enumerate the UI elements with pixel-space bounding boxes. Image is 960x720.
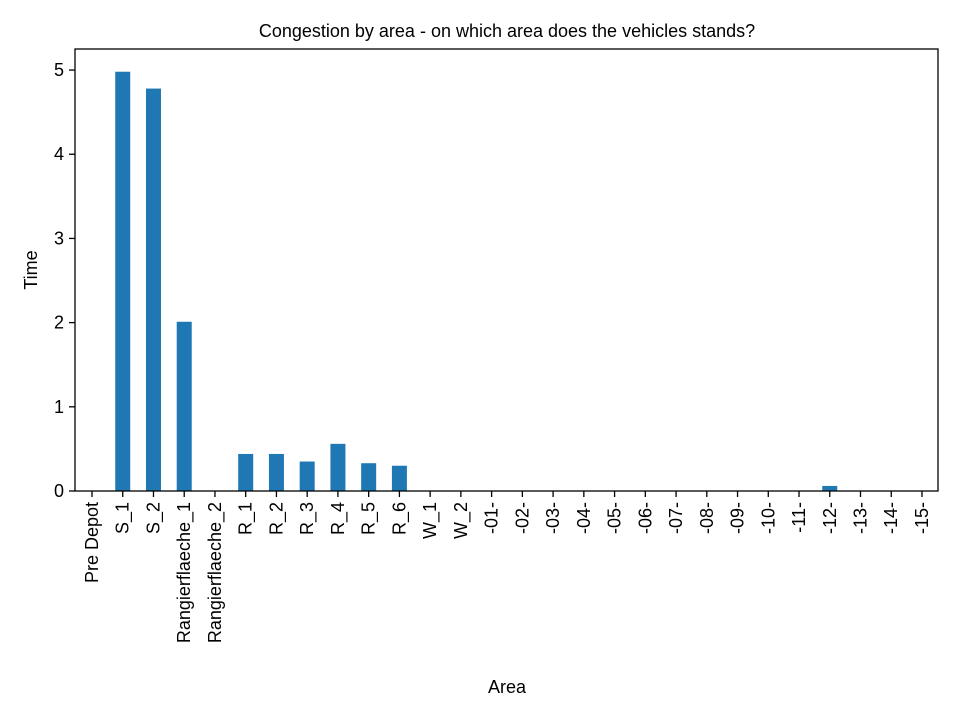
x-tick-label: -01- (482, 502, 502, 534)
x-tick-label: R_4 (328, 502, 349, 535)
x-tick-label: -10- (758, 502, 778, 534)
x-tick-label: -12- (820, 502, 840, 534)
bar-R_6 (391, 465, 407, 491)
x-tick-label: W_2 (451, 502, 472, 539)
plot-frame (74, 48, 939, 492)
y-tick-label: 2 (54, 313, 64, 333)
chart-title: Congestion by area - on which area does … (259, 21, 755, 41)
x-tick-label: W_1 (420, 502, 441, 539)
x-tick-label: R_2 (266, 502, 287, 535)
bar-R_1 (238, 453, 254, 491)
bar-R_4 (330, 443, 346, 491)
x-tick-label: -03- (543, 502, 563, 534)
x-tick-label: R_5 (359, 502, 380, 535)
y-tick-label: 5 (54, 60, 64, 80)
x-tick-label: -02- (512, 502, 532, 534)
bar-S_1 (115, 71, 131, 491)
bar-R_5 (361, 463, 377, 491)
bar-Rangierflaeche_1 (176, 321, 192, 491)
x-tick-label: -14- (881, 502, 901, 534)
y-tick-label: 4 (54, 144, 64, 164)
bars (115, 71, 838, 491)
x-axis-label: Area (488, 677, 527, 697)
y-tick-label: 3 (54, 228, 64, 248)
x-tick-label: S_1 (113, 502, 134, 534)
x-tick-label: R_3 (297, 502, 318, 535)
bar-R_3 (299, 461, 315, 491)
x-tick-label: -13- (851, 502, 871, 534)
x-tick-label: -06- (635, 502, 655, 534)
x-tick-label: R_6 (389, 502, 410, 535)
x-tick-label: -15- (912, 502, 932, 534)
x-tick-label: -07- (666, 502, 686, 534)
x-tick-label: -04- (574, 502, 594, 534)
y-axis-label: Time (21, 250, 41, 289)
x-tick-label: -05- (605, 502, 625, 534)
bar--12- (822, 485, 838, 491)
x-tick-label: Rangierflaeche_2 (205, 502, 226, 643)
x-axis: Pre Depot S_1 S_2 Rangierflaeche_1 Rangierfl… (82, 491, 932, 643)
y-tick-label: 0 (54, 481, 64, 501)
x-tick-label: -11- (789, 502, 809, 533)
x-tick-label: -09- (728, 502, 748, 534)
y-axis: 0 1 2 3 4 5 (54, 60, 75, 501)
x-tick-label: R_1 (236, 502, 257, 535)
y-tick-label: 1 (54, 397, 64, 417)
bar-R_2 (268, 453, 284, 491)
bar-S_2 (145, 88, 161, 491)
x-tick-label: S_2 (143, 502, 164, 534)
x-tick-label: Pre Depot (82, 502, 102, 583)
x-tick-label: -08- (697, 502, 717, 534)
x-tick-label: Rangierflaeche_1 (174, 502, 195, 643)
